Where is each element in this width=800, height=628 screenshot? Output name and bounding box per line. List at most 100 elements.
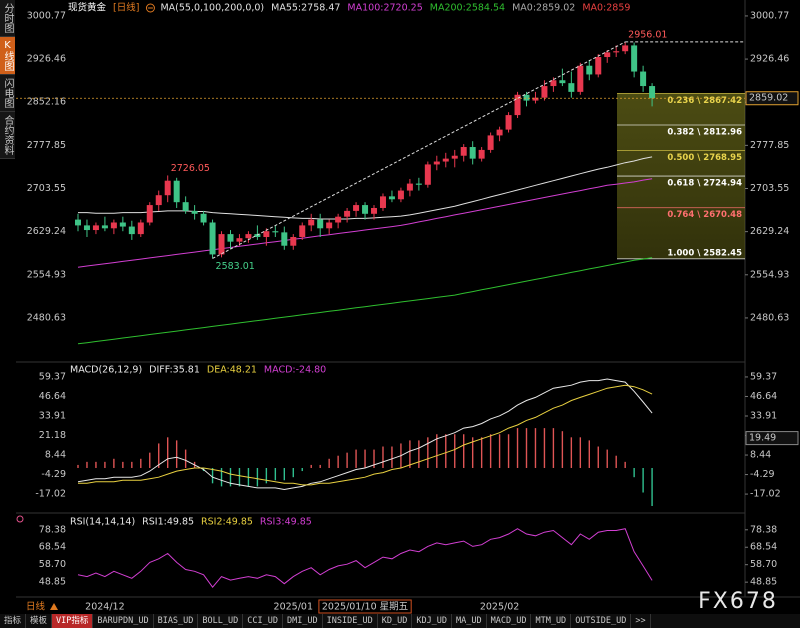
side-tab[interactable]: K线图	[0, 37, 15, 75]
side-tab[interactable]: 闪电图	[0, 75, 15, 112]
fib-label: 0.382 \ 2812.96	[667, 127, 742, 137]
side-tab[interactable]: 分时图	[0, 0, 15, 37]
indicator-title: RSI(14,14,14)	[70, 517, 135, 528]
cursor-date-box	[318, 599, 412, 614]
price-tag-box	[745, 431, 799, 446]
legend-entry: MACD:-24.80	[264, 365, 326, 376]
y-tick-label: 2926.46	[27, 54, 66, 65]
watermark: FX678	[698, 589, 778, 614]
legend-entry: MA55:2758.47	[271, 3, 340, 14]
y-tick-label: 59.37	[750, 371, 777, 382]
candle-body	[649, 86, 656, 99]
toolbar-button[interactable]: 模板	[26, 614, 53, 628]
candle-body	[613, 51, 620, 53]
candle-body	[263, 231, 270, 238]
indicator-toolbar: 指标 模板 VIP指标 BARUPDN_UD BIAS_UD BOLL_UD CCI_UD D…	[0, 614, 800, 628]
toolbar-button[interactable]: INSIDE_UD	[323, 614, 378, 628]
indicator-title: MACD(26,12,9)	[70, 365, 142, 376]
candle-body	[290, 237, 297, 246]
trend-line	[212, 41, 626, 259]
legend-entry: MA0:2859.02	[512, 3, 575, 14]
candle-body	[317, 219, 324, 229]
candle-body	[371, 207, 378, 214]
legend-entry: MA200:2584.54	[430, 3, 505, 14]
y-tick-label: 2480.63	[27, 312, 66, 323]
candle-body	[424, 164, 431, 185]
toolbar-button[interactable]: OUTSIDE_UD	[571, 614, 632, 628]
candle-body	[433, 161, 440, 165]
legend-entry: RSI1:49.85	[142, 517, 194, 528]
candle-body	[191, 210, 198, 214]
candle-body	[164, 180, 171, 196]
candle-body	[182, 202, 189, 211]
rsi-line	[77, 528, 653, 589]
y-tick-label: -4.29	[41, 469, 66, 480]
period-label[interactable]: 日线	[26, 601, 46, 613]
y-tick-label: 58.70	[39, 559, 66, 570]
toolbar-button[interactable]: MACD_UD	[487, 614, 532, 628]
candle-body	[353, 205, 360, 211]
candle-body	[460, 147, 467, 156]
toolbar-button[interactable]: 指标	[0, 614, 27, 628]
side-tab[interactable]: 合约资料	[0, 112, 15, 159]
y-tick-label: -4.29	[750, 469, 775, 480]
candle-body	[281, 232, 288, 246]
y-tick-label: 48.85	[39, 577, 66, 588]
candle-body	[496, 129, 503, 136]
candle-body	[209, 222, 216, 255]
y-tick-label: 46.64	[39, 391, 66, 402]
candle-body	[245, 234, 252, 239]
y-tick-label: 78.38	[750, 524, 777, 535]
candle-body	[397, 190, 404, 200]
price-tag: 2859.02	[749, 93, 788, 104]
candle-body	[326, 222, 333, 229]
y-tick-label: 2703.55	[750, 183, 789, 194]
candle-body	[415, 183, 422, 185]
candle-body	[227, 234, 234, 242]
candle-body	[478, 149, 485, 159]
legend-entry: MA100:2720.25	[347, 3, 422, 14]
toolbar-button[interactable]: VIP指标	[52, 614, 94, 628]
toolbar-button[interactable]: MTM_UD	[531, 614, 572, 628]
y-tick-label: 2926.46	[750, 54, 789, 65]
candle-body	[137, 222, 144, 235]
toolbar-button[interactable]: CCI_UD	[243, 614, 283, 628]
toolbar-button[interactable]: KD_UD	[378, 614, 413, 628]
x-tick-label: 2025/01	[274, 602, 313, 613]
macd-line	[77, 378, 653, 491]
legend-entry: MA0:2859	[582, 3, 630, 14]
toolbar-button[interactable]: DMI_UD	[283, 614, 323, 628]
candle-body	[595, 57, 602, 75]
y-tick-label: 78.38	[39, 524, 66, 535]
fib-label: 1.000 \ 2582.45	[667, 248, 742, 258]
y-tick-label: 2777.85	[750, 140, 789, 151]
candle-body	[523, 94, 530, 101]
y-tick-label: 3000.77	[27, 10, 66, 21]
toolbar-button[interactable]: BIAS_UD	[154, 614, 199, 628]
y-tick-label: 2554.93	[750, 269, 789, 280]
panel-icon[interactable]	[16, 515, 24, 523]
period-arrow[interactable]	[50, 603, 58, 610]
candle-body	[362, 205, 369, 214]
candle-body	[505, 115, 512, 130]
y-tick-label: 3000.77	[750, 10, 789, 21]
price-tag: 19.49	[749, 433, 776, 444]
y-tick-label: -17.02	[35, 489, 66, 500]
x-tick-label: 2024/12	[85, 602, 124, 613]
header-icon	[145, 3, 155, 13]
toolbar-button[interactable]: BARUPDN_UD	[93, 614, 154, 628]
candle-body	[155, 195, 162, 206]
candle-body	[299, 225, 306, 238]
candle-body	[92, 225, 99, 231]
toolbar-button[interactable]: KDJ_UD	[412, 614, 453, 628]
period: [日线]	[113, 2, 139, 14]
toolbar-button[interactable]: BOLL_UD	[198, 614, 244, 628]
y-tick-label: 48.85	[750, 577, 777, 588]
candle-body	[631, 45, 638, 72]
y-tick-label: 2852.16	[27, 97, 66, 108]
toolbar-button[interactable]: MA_UD	[452, 614, 487, 628]
candle-body	[604, 52, 611, 58]
candle-body	[128, 226, 135, 235]
toolbar-button[interactable]: >>	[631, 614, 651, 628]
y-tick-label: 68.54	[39, 542, 66, 553]
